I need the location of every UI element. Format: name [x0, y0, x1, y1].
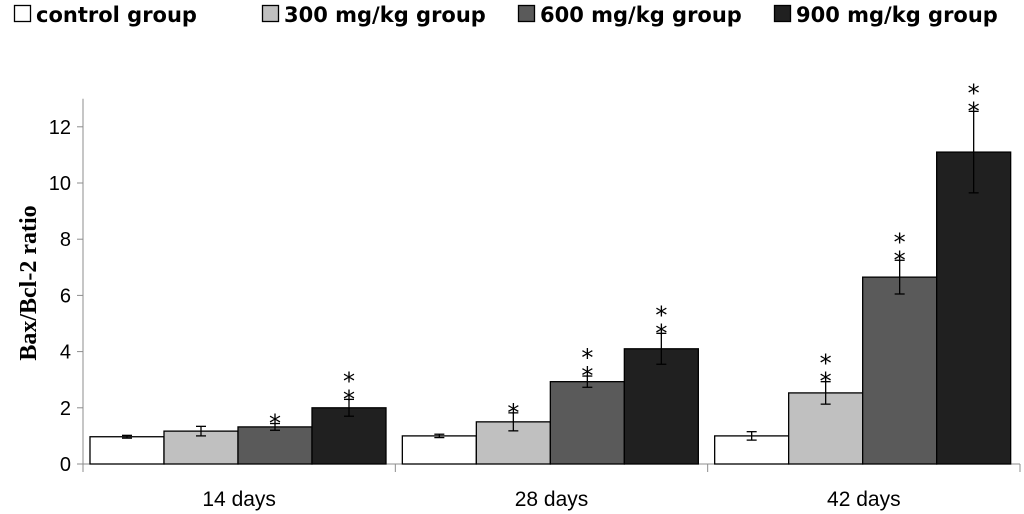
bar [311, 407, 387, 465]
x-category-label: 14 days [202, 488, 276, 511]
error-bar [122, 434, 132, 439]
x-category-label: 28 days [515, 488, 589, 511]
significance-marker: * [507, 399, 519, 427]
y-tick-label: 2 [60, 398, 71, 420]
significance-marker: * [655, 301, 667, 329]
y-tick-label: 12 [49, 117, 71, 139]
error-bar [508, 412, 519, 432]
legend-swatch [261, 4, 280, 23]
legend-label: 600 mg/kg group [540, 3, 742, 27]
y-tick-label: 0 [60, 454, 71, 476]
error-bar [344, 398, 354, 417]
significance-marker: * [968, 79, 980, 107]
significance-marker: * [820, 350, 832, 378]
bar [163, 430, 239, 465]
legend-swatch [13, 4, 32, 23]
y-tick-label: 10 [49, 173, 71, 195]
error-bar [582, 375, 593, 388]
legend-swatch [773, 4, 792, 23]
y-tick-label: 8 [60, 229, 71, 251]
significance-marker: * [343, 367, 355, 395]
bar [89, 436, 165, 465]
legend-label: control group [36, 3, 197, 27]
legend-item: 900 mg/kg group [773, 3, 998, 27]
legend-item: 300 mg/kg group [261, 3, 486, 27]
legend: control group 300 mg/kg group 600 mg/kg gr… [13, 3, 998, 27]
significance-marker: * [894, 228, 906, 256]
bar [549, 381, 625, 465]
significance-marker: * [581, 344, 593, 372]
legend-label: 300 mg/kg group [284, 3, 486, 27]
error-bar [820, 381, 831, 405]
bar [623, 348, 699, 465]
y-tick-label: 4 [60, 342, 71, 364]
error-bar [270, 422, 280, 431]
legend-swatch [517, 4, 536, 23]
error-bar [196, 425, 206, 437]
x-category-label: 42 days [827, 488, 901, 511]
significance-marker: * [968, 97, 980, 125]
bars: *** *********** [89, 79, 1012, 465]
legend-item: 600 mg/kg group [517, 3, 742, 27]
error-bar [746, 431, 757, 441]
legend-label: 900 mg/kg group [796, 3, 998, 27]
error-bar [968, 110, 979, 194]
significance-marker: * [269, 410, 281, 438]
error-bar [894, 259, 905, 295]
bar [401, 435, 477, 465]
y-axis-label: Bax/Bcl-2 ratio [16, 205, 42, 360]
y-axis: 0 2 4 6 8 10 12 [49, 98, 84, 476]
bar [936, 151, 1012, 465]
bar [237, 426, 313, 465]
significance-marker: * [894, 246, 906, 274]
y-tick-label: 6 [60, 285, 71, 307]
significance-marker: * [655, 319, 667, 347]
legend-item: control group [13, 3, 197, 27]
error-bar [434, 433, 445, 439]
bar [862, 276, 938, 465]
error-bar [656, 332, 667, 365]
significance-marker: * [581, 362, 593, 390]
significance-marker: * [820, 368, 832, 396]
x-axis: 14 days 28 days 42 days [82, 463, 1021, 511]
significance-marker: * [343, 385, 355, 413]
